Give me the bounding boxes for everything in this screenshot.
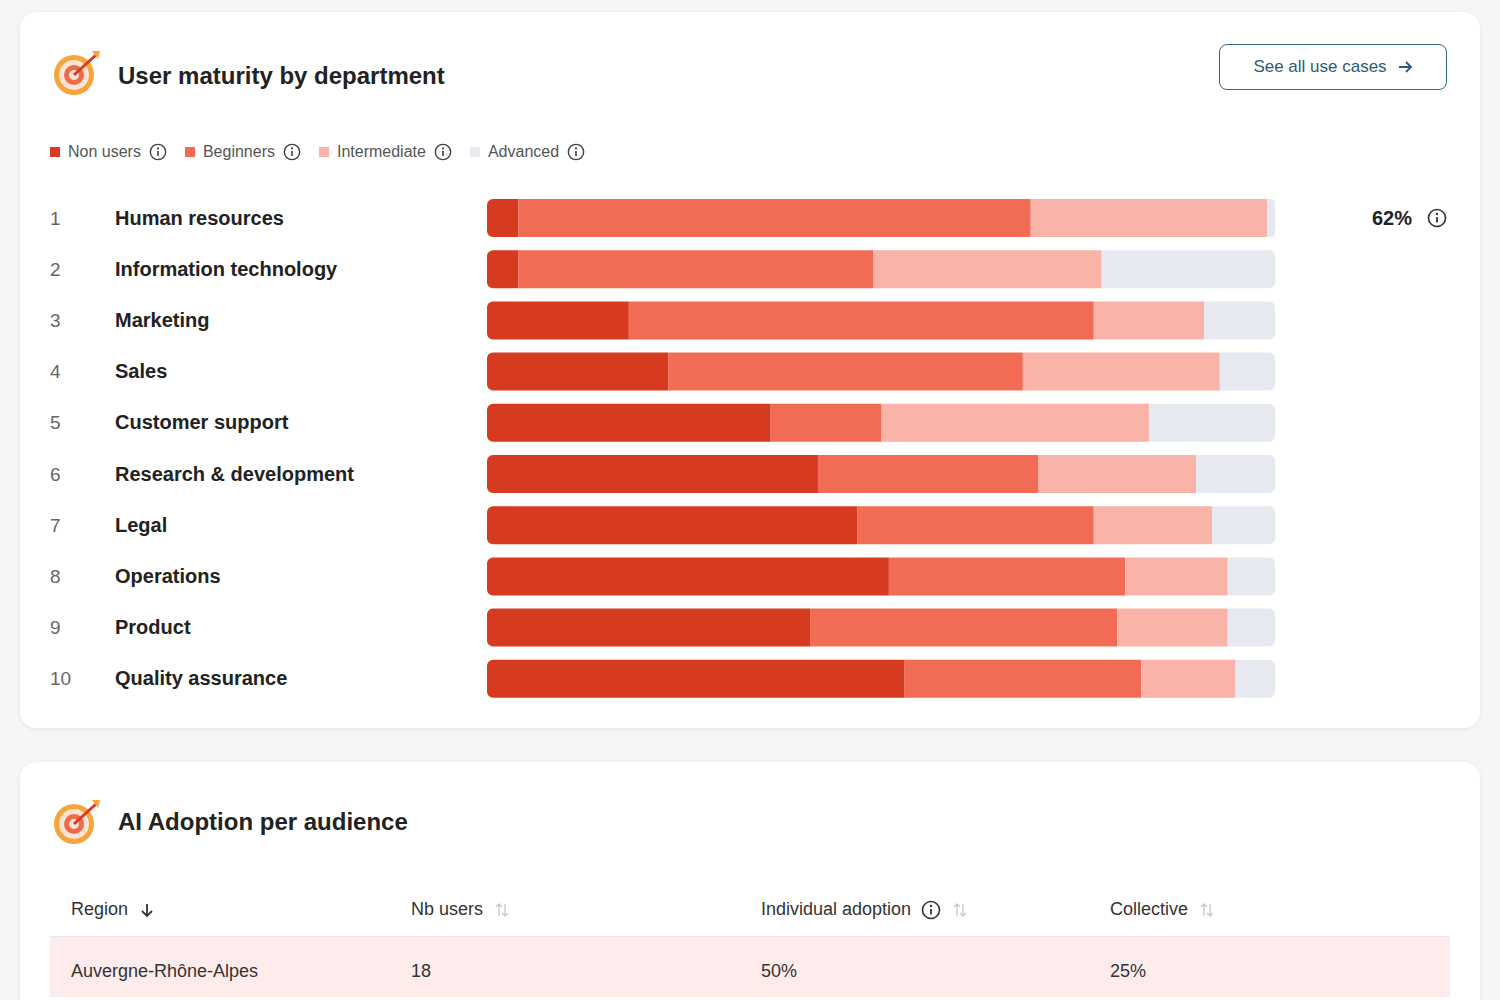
html-text:18: 18 [411,961,431,981]
svg-text:3: 3 [50,310,61,331]
html-text:AI Adoption per audience: AI Adoption per audience [118,808,408,835]
svg-text:10: 10 [50,668,71,689]
html-text:Individual adoption: Individual adoption [761,899,912,919]
html-text:Non users: Non users [68,143,141,160]
svg-text:Marketing: Marketing [115,309,209,331]
html-text:50%: 50% [761,961,797,981]
svg-text:1: 1 [50,208,61,229]
svg-text:Quality assurance: Quality assurance [115,667,287,689]
svg-text:Human resources: Human resources [115,207,284,229]
svg-text:7: 7 [50,515,61,536]
svg-text:2: 2 [50,259,61,280]
html-text:Region: Region [71,899,128,919]
svg-text:Legal: Legal [115,514,167,536]
svg-text:Customer support: Customer support [115,411,289,433]
svg-text:6: 6 [50,464,61,485]
html-text:Beginners: Beginners [202,143,275,160]
html-text:Collective: Collective [1110,899,1188,919]
html-text:Nb users: Nb users [411,899,483,919]
svg-text:Information technology: Information technology [115,258,338,280]
svg-text:Sales: Sales [115,360,167,382]
svg-text:8: 8 [50,566,61,587]
svg-text:9: 9 [50,617,61,638]
html-text:Intermediate: Intermediate [337,143,426,160]
svg-text:62%: 62% [1372,207,1412,229]
svg-text:Research & development: Research & development [115,463,354,485]
html-text:See all use cases: See all use cases [1253,57,1387,76]
svg-text:Operations: Operations [115,565,221,587]
svg-text:Product: Product [115,616,191,638]
html-text:Advanced: Advanced [487,143,560,160]
svg-text:4: 4 [50,361,61,382]
svg-text:5: 5 [50,412,61,433]
html-text:Auvergne-Rhône-Alpes: Auvergne-Rhône-Alpes [71,961,259,981]
html-text:25%: 25% [1110,961,1146,981]
html-text:User maturity by department: User maturity by department [118,62,445,89]
